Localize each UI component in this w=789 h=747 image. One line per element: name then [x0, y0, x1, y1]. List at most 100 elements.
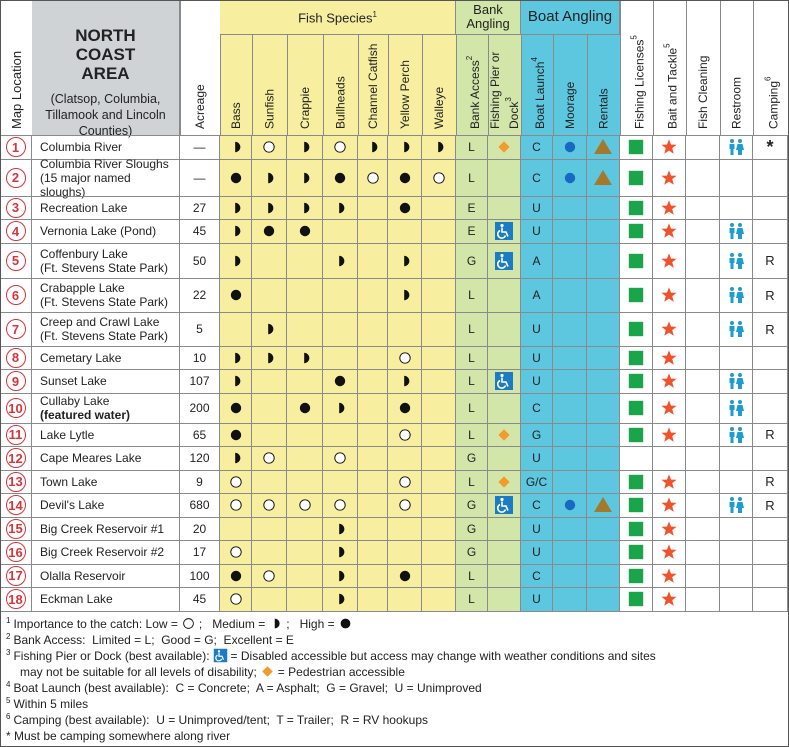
high-symbol [334, 172, 346, 183]
cell: L [456, 311, 488, 346]
cell [587, 469, 620, 493]
cell [323, 516, 358, 540]
cell [422, 242, 456, 278]
cell: L [456, 469, 488, 493]
restroom-symbol [729, 252, 744, 269]
acreage-cell: 5 [180, 311, 220, 346]
cell [422, 158, 456, 196]
cell [686, 392, 720, 423]
restroom-symbol [729, 426, 744, 443]
cell: U [521, 540, 553, 564]
bait-symbol [661, 350, 677, 365]
area-header: NORTH COAST AREA (Clatsop, Columbia, Till… [32, 0, 180, 138]
acreage: — [193, 140, 206, 155]
column-label-text: Sunfish [262, 88, 277, 129]
acreage-cell: 65 [180, 422, 220, 446]
licenses-symbol [628, 170, 644, 185]
cell [553, 219, 587, 243]
bait-symbol [661, 474, 677, 489]
footnote-text: ; High = [286, 616, 335, 631]
cell: A [521, 242, 553, 278]
medium-symbol [339, 402, 345, 414]
column-header: Restroom [720, 0, 753, 135]
cell [323, 158, 358, 196]
acreage: 200 [189, 401, 210, 415]
lake-name: (Ft. Stevens State Park) [40, 260, 169, 275]
camping: R [765, 497, 775, 513]
acreage-cell: 45 [180, 219, 220, 243]
cell [388, 422, 422, 446]
cell [553, 242, 587, 278]
column-label: Yellow Perch [398, 60, 412, 129]
cell [422, 369, 456, 393]
cell [753, 345, 788, 369]
row-number-cell: 10 [0, 392, 32, 423]
bait-symbol [661, 287, 677, 302]
cell [287, 195, 323, 219]
row-number-cell: 2 [0, 158, 32, 196]
licenses-symbol [628, 474, 644, 489]
cell [422, 493, 456, 517]
cell [686, 369, 720, 393]
cell [620, 422, 653, 446]
cell [620, 469, 653, 493]
bank-access: G [466, 451, 477, 466]
cell [252, 469, 287, 493]
cell [620, 219, 653, 243]
boat-launch: G [531, 427, 542, 442]
cell [358, 469, 388, 493]
medium-symbol [268, 202, 274, 213]
cell [252, 540, 287, 564]
boat-launch: G/C [525, 474, 548, 489]
column-label-text: Rentals [596, 88, 611, 129]
acreage: 107 [189, 374, 210, 389]
cell [287, 540, 323, 564]
low-symbol [334, 499, 346, 511]
column-label: Fishing Licenses5 [628, 35, 647, 129]
footnote-text: Fishing Pier or Dock (best available): [13, 648, 210, 663]
boat-launch: C [532, 140, 541, 155]
cell [220, 422, 252, 446]
cell: L [456, 392, 488, 423]
cell [252, 493, 287, 517]
acreage-cell: 10 [180, 345, 220, 369]
cell [620, 587, 653, 611]
cell [720, 469, 753, 493]
boat-launch: U [532, 451, 541, 466]
cell [488, 242, 521, 278]
column-label-text: Bank Access [468, 60, 482, 129]
row-number-cell: 7 [0, 311, 32, 346]
restroom-symbol [729, 139, 744, 156]
cell [620, 563, 653, 587]
cell [720, 135, 753, 159]
licenses-symbol [628, 374, 644, 389]
row-number-cell: 16 [0, 540, 32, 564]
cell [653, 158, 686, 196]
acreage-cell: 22 [180, 277, 220, 312]
cell [753, 446, 788, 470]
high-symbol [230, 172, 241, 183]
licenses-symbol [628, 224, 644, 239]
bank-access: L [468, 322, 475, 336]
lake-name: Eckman Lake [40, 592, 113, 607]
cell [388, 540, 422, 564]
cell [388, 446, 422, 470]
cell [488, 516, 521, 540]
cell [620, 158, 653, 196]
cell [358, 563, 388, 587]
cell [686, 345, 720, 369]
cell [653, 422, 686, 446]
lake-name: Columbia River [40, 140, 123, 155]
bait-symbol [661, 139, 677, 154]
column-note: 5 [662, 43, 672, 48]
cell: U [521, 516, 553, 540]
cell [720, 540, 753, 564]
lake-name: Big Creek Reservoir #2 [40, 545, 165, 560]
column-label: Boat Launch4 [528, 57, 547, 129]
licenses-symbol [628, 498, 644, 513]
name-cell: Cape Meares Lake [32, 446, 180, 470]
cell [422, 219, 456, 243]
restroom-symbol [729, 400, 744, 416]
cell [287, 587, 323, 611]
cell [553, 469, 587, 493]
